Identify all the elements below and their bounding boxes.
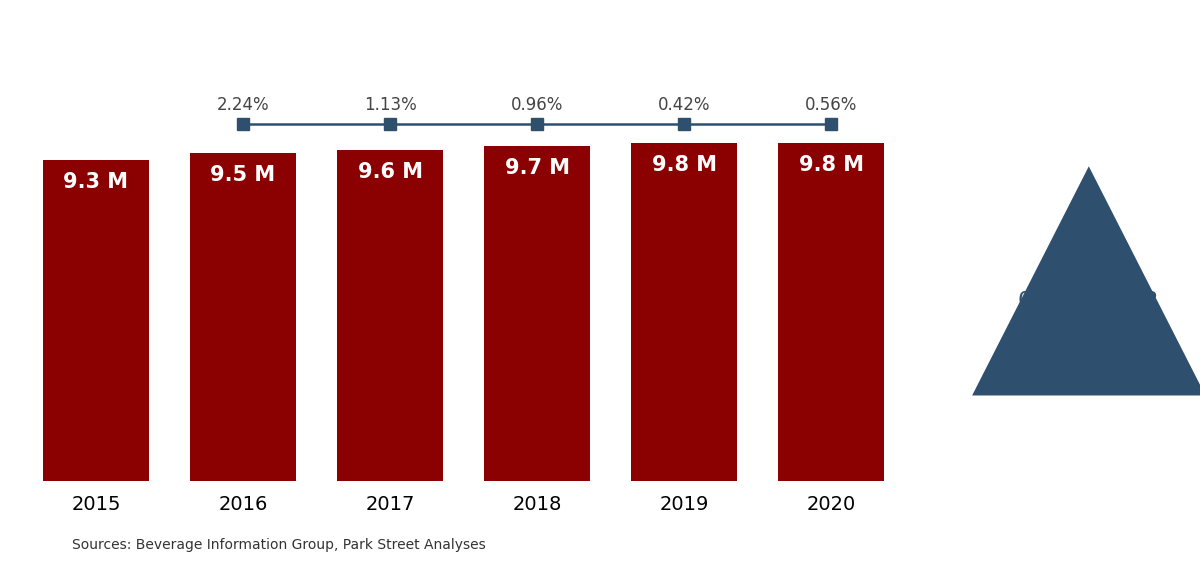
- Bar: [43, 160, 149, 481]
- Text: 0.96%: 0.96%: [511, 96, 563, 114]
- Bar: [631, 143, 737, 481]
- Text: 9.7 M: 9.7 M: [505, 158, 570, 178]
- Text: 0.88% CAGR: 0.88% CAGR: [1019, 291, 1159, 311]
- Text: 9.6 M: 9.6 M: [358, 162, 422, 182]
- Text: 9.8 M: 9.8 M: [799, 155, 864, 175]
- Text: 0.56%: 0.56%: [805, 96, 858, 114]
- Text: 1.13%: 1.13%: [364, 96, 416, 114]
- Bar: [190, 153, 296, 481]
- Text: 0.42%: 0.42%: [658, 96, 710, 114]
- Bar: [485, 146, 590, 481]
- Text: 9.3 M: 9.3 M: [64, 172, 128, 192]
- Text: 9.8 M: 9.8 M: [652, 155, 716, 175]
- Text: 2.24%: 2.24%: [217, 96, 269, 114]
- Text: Sources: Beverage Information Group, Park Street Analyses: Sources: Beverage Information Group, Par…: [72, 538, 486, 552]
- Bar: [779, 143, 884, 481]
- Bar: [337, 150, 443, 481]
- Text: 9.5 M: 9.5 M: [210, 166, 276, 185]
